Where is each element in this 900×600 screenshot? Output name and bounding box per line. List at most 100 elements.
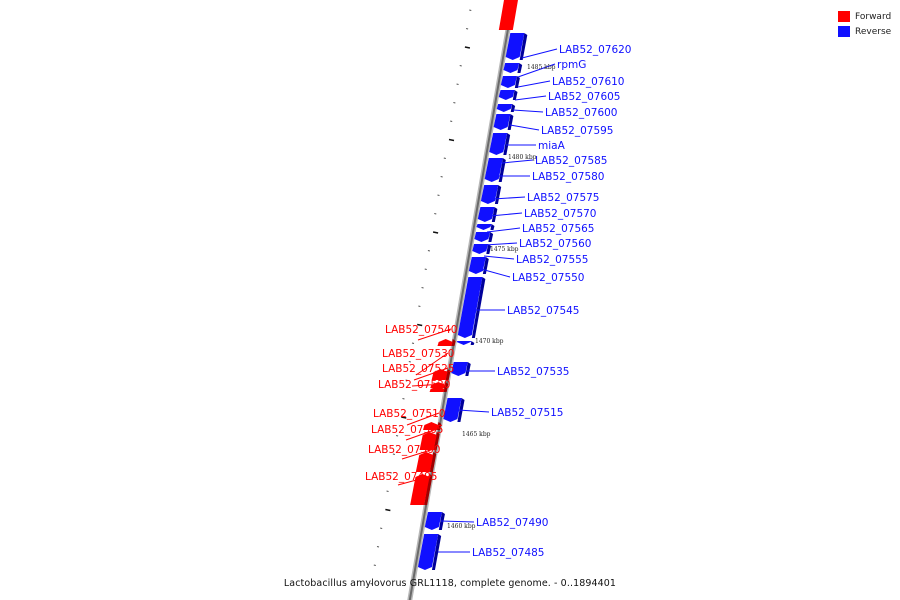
legend-reverse: Reverse <box>838 24 891 39</box>
gene-shade <box>451 339 456 346</box>
scale-label: 1485 kbp <box>527 64 556 71</box>
leader-line <box>411 383 445 387</box>
gene-block-LAB52_07540 <box>437 339 453 346</box>
gene-label: LAB52_07620 <box>559 44 632 56</box>
gene-block-LAB52_07490 <box>424 512 442 530</box>
leader-line <box>484 242 518 246</box>
tick-mark <box>469 9 472 11</box>
scale-label: 1460 kbp <box>447 523 476 530</box>
gene-shade <box>429 452 437 472</box>
leader-line <box>413 367 449 381</box>
gene-block-LAB52_07620 <box>505 33 525 60</box>
leader-line <box>509 124 540 131</box>
gene-label: LAB52_07560 <box>519 238 592 250</box>
gene-shade <box>514 76 520 88</box>
gene-block-forward <box>498 0 518 30</box>
gene-shade <box>437 422 442 430</box>
gene-shade <box>470 341 475 345</box>
gene-block-LAB52_07485 <box>417 534 439 570</box>
tick-mark <box>411 342 415 344</box>
gene-shade <box>503 133 511 155</box>
gene-shade <box>488 232 494 242</box>
gene-label: LAB52_07580 <box>532 171 605 183</box>
gene-block-LAB52_07610 <box>500 76 517 88</box>
gene-block-LAB52_07535 <box>451 362 468 376</box>
genome-backbone <box>407 0 516 600</box>
legend-reverse-label: Reverse <box>855 26 892 37</box>
tick-mark <box>392 453 396 455</box>
backbone-line <box>408 0 515 600</box>
gene-shade <box>490 224 495 230</box>
gene-block-LAB52_07595 <box>493 114 511 130</box>
leader-line <box>480 268 511 278</box>
tick-mark <box>464 46 471 49</box>
tick-mark <box>370 583 373 585</box>
leader-line <box>457 409 490 413</box>
tick-mark <box>395 435 399 437</box>
leader-line <box>417 328 452 341</box>
leader-line <box>486 227 521 233</box>
scale-label: 1480 kbp <box>508 154 537 161</box>
gene-label: LAB52_07485 <box>472 547 545 559</box>
gene-label: LAB52_07500 <box>368 444 441 456</box>
tick-mark <box>450 120 453 122</box>
gene-blocks <box>410 0 528 570</box>
gene-label: LAB52_07570 <box>524 208 597 220</box>
gene-label: LAB52_07595 <box>541 125 614 137</box>
tick-mark <box>440 176 443 178</box>
gene-block-LAB52_07575 <box>477 207 495 222</box>
tick-mark <box>417 323 423 327</box>
tick-mark <box>459 65 462 67</box>
leader-line <box>401 448 435 460</box>
gene-labels: LAB52_07620 rpmG LAB52_07610 LAB52_07605 LAB… <box>365 44 632 559</box>
leader-line <box>406 412 440 426</box>
tick-mark <box>456 83 459 85</box>
gene-label: rpmG <box>557 59 586 71</box>
gene-block-LAB52_07545 <box>456 341 472 345</box>
gene-label: LAB52_07575 <box>527 192 600 204</box>
tick-mark <box>405 379 408 381</box>
tick-mark <box>432 231 439 234</box>
gene-shade <box>433 432 440 450</box>
gene-block-LAB52_07515 <box>443 398 462 422</box>
tick-mark <box>418 305 421 307</box>
gene-shade <box>512 90 518 100</box>
legend-forward-label: Forward <box>855 11 892 22</box>
gene-block-LAB52_07495 <box>410 474 430 505</box>
gene-block-LAB52_07525 <box>430 382 446 388</box>
gene-label: LAB52_07600 <box>545 107 618 119</box>
gene-block-LAB52_07550 <box>457 277 483 338</box>
gene-block-LAB52_07510 <box>423 422 439 430</box>
gene-label: LAB52_07540 <box>385 324 458 336</box>
tick-mark <box>389 472 392 474</box>
gene-shade <box>486 244 492 254</box>
tick-mark <box>427 250 431 252</box>
gene-label: miaA <box>538 140 566 152</box>
gene-label: LAB52_07490 <box>476 517 549 529</box>
gene-block-LAB52_07560 <box>472 244 489 254</box>
tick-mark <box>421 287 424 289</box>
gene-shade <box>465 362 471 376</box>
gene-shade <box>517 63 523 73</box>
gene-label: LAB52_07515 <box>491 407 564 419</box>
gene-label: LAB52_07605 <box>548 91 621 103</box>
tick-mark <box>401 416 407 419</box>
leader-line <box>405 428 438 441</box>
gene-block-LAB52_07555 <box>468 257 486 274</box>
gene-shade <box>445 369 451 380</box>
gene-label: LAB52_07550 <box>512 272 585 284</box>
leader-line <box>483 255 515 260</box>
leader-line <box>514 95 547 101</box>
tick-mark <box>408 361 411 363</box>
gene-block-miaA <box>489 133 508 155</box>
leader-line <box>397 475 432 486</box>
gene-label: LAB52_07495 <box>365 471 438 483</box>
leader-line <box>489 212 523 217</box>
leader-line <box>517 80 551 88</box>
gene-block-rpmG <box>503 63 520 73</box>
scale-labels: 1485 kbp 1480 kbp 1475 kbp 1470 kbp 1465 kbp… <box>447 64 556 530</box>
gene-block-LAB52_07600 <box>496 104 513 112</box>
tick-mark <box>437 194 440 196</box>
leader-line <box>492 196 526 200</box>
